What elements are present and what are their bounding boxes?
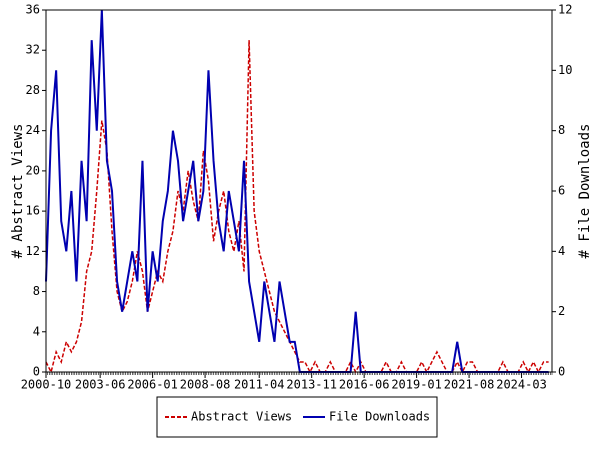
x-tick-label: 2003-06	[75, 378, 126, 392]
x-tick-label: 2000-10	[21, 378, 72, 392]
y2-axis-label: # File Downloads	[577, 124, 593, 259]
y2-tick-label: 0	[558, 365, 565, 379]
y2-tick-label: 2	[558, 304, 565, 318]
x-tick-label: 2019-01	[391, 378, 442, 392]
y-tick-label: 16	[26, 204, 40, 218]
x-tick-label: 2016-06	[339, 378, 390, 392]
y2-tick-label: 12	[558, 3, 572, 17]
y-tick-label: 4	[33, 324, 40, 338]
y-tick-label: 20	[26, 163, 40, 177]
plot-frame	[45, 9, 553, 373]
legend-box	[156, 396, 438, 438]
y-tick-label: 8	[33, 284, 40, 298]
y2-tick-label: 4	[558, 244, 565, 258]
x-tick-label: 2008-08	[180, 378, 231, 392]
y-tick-label: 24	[26, 123, 40, 137]
x-tick-label: 2011-04	[234, 378, 285, 392]
x-tick-label: 2013-11	[286, 378, 337, 392]
y-tick-label: 32	[26, 43, 40, 57]
y2-tick-label: 6	[558, 184, 565, 198]
y-tick-label: 0	[33, 365, 40, 379]
legend-label: Abstract Views	[191, 410, 292, 424]
x-tick-label: 2021-08	[444, 378, 495, 392]
y-axis-label: # Abstract Views	[10, 124, 26, 259]
y2-tick-label: 10	[558, 63, 572, 77]
y-tick-label: 36	[26, 3, 40, 17]
y2-tick-label: 8	[558, 123, 565, 137]
x-tick-label: 2006-01	[127, 378, 178, 392]
y-tick-label: 12	[26, 244, 40, 258]
y-tick-label: 28	[26, 83, 40, 97]
legend-label: File Downloads	[329, 410, 430, 424]
x-tick-label: 2024-03	[496, 378, 547, 392]
